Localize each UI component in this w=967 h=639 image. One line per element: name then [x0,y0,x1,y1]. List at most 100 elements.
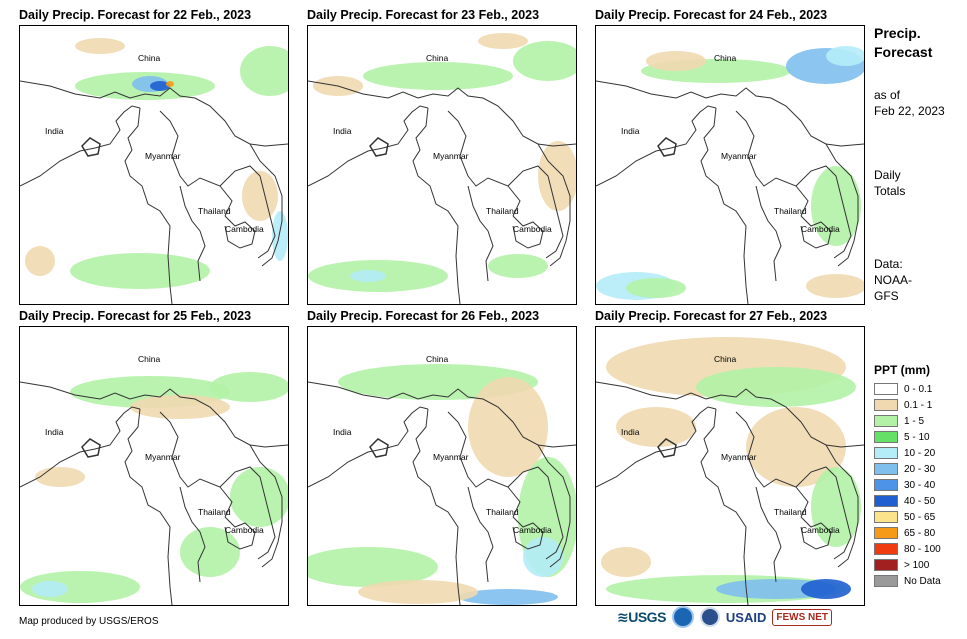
country-label-china: China [714,354,737,364]
country-border [596,381,864,448]
precip-map: China India Myanmar Thailand Cambodia [19,326,289,606]
country-border [124,408,173,605]
precip-area [696,367,856,407]
country-label-thailand: Thailand [486,206,519,216]
legend-label: 80 - 100 [904,543,941,555]
precip-area [230,467,288,527]
noaa-logo-icon [671,606,694,628]
map-canvas [20,38,288,304]
legend-swatch [874,511,898,523]
legend-label: 0 - 0.1 [904,383,933,395]
legend-label: > 100 [904,559,930,571]
legend-swatch [874,399,898,411]
legend-item: 50 - 65 [874,509,941,525]
precip-area [801,579,851,599]
legend-swatch [874,559,898,571]
legend-item: 10 - 20 [874,445,941,461]
country-label-thailand: Thailand [198,206,231,216]
country-border [308,105,429,187]
precip-area [523,537,563,577]
country-border [219,165,276,259]
panel-title: Daily Precip. Forecast for 22 Feb., 2023 [19,8,252,22]
legend-label: 20 - 30 [904,463,936,475]
precip-area [130,395,230,419]
legend-label: 30 - 40 [904,479,936,491]
country-border [800,516,832,550]
country-border [249,444,283,568]
side-title-line2: Forecast [874,44,933,60]
legend-item: 0.1 - 1 [874,397,941,413]
country-border [467,486,494,583]
precip-area [70,253,210,289]
precip-area [478,33,528,49]
country-border [159,411,233,518]
legend-label: No Data [904,575,941,587]
precip-area [601,547,651,577]
legend-swatch [874,543,898,555]
country-border [219,466,276,560]
country-label-india: India [333,427,352,437]
legend-swatch [874,527,898,539]
precip-area [488,254,548,278]
precip-legend: PPT (mm) 0 - 0.1 0.1 - 1 1 - 5 5 - 10 10 - 2… [874,363,941,589]
country-border [20,381,288,448]
country-border [700,107,749,304]
country-label-thailand: Thailand [774,206,807,216]
country-border [596,80,864,147]
precip-area [166,81,174,87]
bangladesh-coast [81,438,101,458]
precip-area [240,46,288,96]
country-border [308,80,576,147]
legend-label: 10 - 20 [904,447,936,459]
country-border [124,107,173,304]
legend-item: 40 - 50 [874,493,941,509]
as-of-line2: Feb 22, 2023 [874,104,945,118]
map-canvas [308,33,576,304]
data-line2: NOAA- [874,273,913,287]
precip-area [180,527,240,577]
side-title-line1: Precip. [874,25,921,41]
map-canvas [308,364,576,605]
bangladesh-coast [657,137,677,157]
country-label-thailand: Thailand [774,507,807,517]
legend-item: > 100 [874,557,941,573]
agency-logos: ≋USGS USAID FEWS NET [617,606,833,628]
precip-area [210,372,288,402]
country-label-india: India [45,427,64,437]
precip-area [25,246,55,276]
precip-area [826,46,864,66]
precip-area [242,171,278,221]
country-label-india: India [621,126,640,136]
country-border [512,516,544,550]
precip-area [806,274,864,298]
country-label-thailand: Thailand [198,507,231,517]
country-label-china: China [426,354,449,364]
country-border [512,215,544,249]
legend-label: 5 - 10 [904,431,930,443]
precip-area [350,270,386,282]
fews-net-logo: FEWS NET [772,608,833,626]
legend-label: 50 - 65 [904,511,936,523]
country-label-cambodia: Cambodia [801,525,840,535]
legend-item: 80 - 100 [874,541,941,557]
country-label-myanmar: Myanmar [433,151,469,161]
country-border [735,110,809,217]
country-label-myanmar: Myanmar [721,151,757,161]
country-label-myanmar: Myanmar [721,452,757,462]
credit-text: Map produced by USGS/EROS [19,616,159,627]
map-canvas [596,46,864,304]
country-border [825,444,859,568]
usgs-logo: ≋USGS [617,608,666,625]
panel-title: Daily Precip. Forecast for 27 Feb., 2023 [595,309,828,323]
legend-swatch [874,463,898,475]
country-border [735,411,809,518]
country-label-cambodia: Cambodia [225,525,264,535]
bangladesh-coast [369,137,389,157]
precip-map: China India Myanmar Thailand Cambodia [307,25,577,305]
country-border [308,381,576,448]
panel-title: Daily Precip. Forecast for 24 Feb., 2023 [595,8,828,22]
legend-swatch [874,479,898,491]
country-border [179,185,206,282]
legend-item: No Data [874,573,941,589]
precip-area [646,51,706,71]
